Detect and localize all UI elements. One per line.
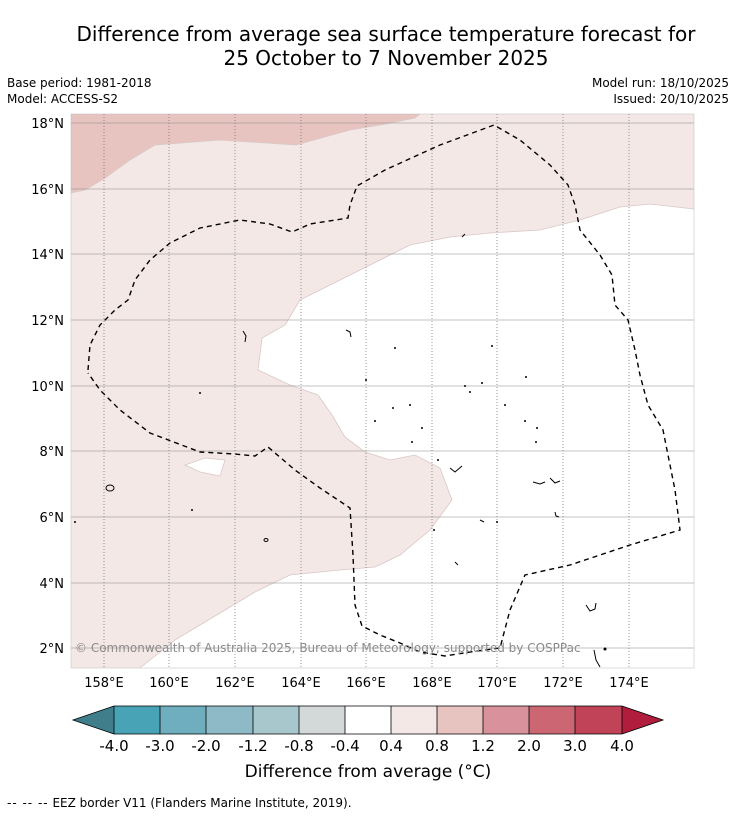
colorbar-bin [253, 706, 299, 734]
colorbar-bin [391, 706, 437, 734]
colorbar-bin [299, 706, 345, 734]
colorbar-tick: -3.0 [145, 737, 174, 755]
lon-tick: 164°E [281, 676, 321, 691]
eez-legend-dash: -- -- -- [7, 796, 49, 810]
title-line-2: 25 October to 7 November 2025 [223, 46, 549, 70]
meta-left: Base period: 1981-2018 Model: ACCESS-S2 [7, 75, 152, 107]
lon-tick: 170°E [477, 676, 517, 691]
colorbar-bin [437, 706, 483, 734]
colorbar-bin [206, 706, 253, 734]
colorbar-tick: -0.8 [284, 737, 313, 755]
title-line-1: Difference from average sea surface temp… [76, 22, 696, 46]
colorbar-tick: 0.4 [379, 737, 403, 755]
lat-gridlines [71, 122, 694, 649]
colorbar: -4.0 -3.0 -2.0 -1.2 -0.8 -0.4 0.4 0.8 1.… [71, 705, 665, 755]
colorbar-tick: 0.8 [425, 737, 449, 755]
islands [105, 233, 601, 668]
colorbar-tick: -0.4 [330, 737, 359, 755]
anomaly-region-0.8-1.2 [71, 114, 420, 193]
lon-axis: 158°E 160°E 162°E 164°E 166°E 168°E 170°… [84, 676, 649, 691]
lat-tick: 8°N [40, 445, 65, 460]
lat-tick: 14°N [31, 248, 64, 263]
contour-line-0.4 [139, 203, 695, 669]
colorbar-outline [71, 705, 665, 735]
lat-tick: 10°N [31, 380, 64, 395]
lon-tick: 172°E [543, 676, 583, 691]
colorbar-tick: -2.0 [191, 737, 220, 755]
eez-legend-text: EEZ border V11 (Flanders Marine Institut… [52, 796, 352, 810]
colorbar-bin [73, 706, 114, 734]
eez-border [87, 124, 681, 657]
colorbar-tick: -4.0 [99, 737, 128, 755]
lat-tick: 2°N [40, 642, 65, 657]
map-frame [70, 113, 695, 669]
map-title: Difference from average sea surface temp… [0, 22, 736, 70]
lat-tick: 16°N [31, 183, 64, 198]
colorbar-tick: 1.2 [471, 737, 495, 755]
lon-tick: 168°E [412, 676, 452, 691]
lat-tick: 12°N [31, 314, 64, 329]
lat-tick: 18°N [31, 117, 64, 132]
eez-legend: -- -- -- EEZ border V11 (Flanders Marine… [7, 796, 352, 810]
issued-date: Issued: 20/10/2025 [613, 92, 729, 106]
neutral-patch [183, 457, 226, 477]
colorbar-bin [575, 706, 622, 734]
meta-right: Model run: 18/10/2025 Issued: 20/10/2025 [592, 75, 729, 107]
lon-tick: 166°E [346, 676, 386, 691]
lon-tick: 174°E [609, 676, 649, 691]
lon-gridlines [103, 114, 630, 668]
colorbar-bin [160, 706, 206, 734]
lon-tick: 158°E [84, 676, 124, 691]
base-period: Base period: 1981-2018 [7, 76, 152, 90]
colorbar-bin [529, 706, 575, 734]
contour-line-0.8 [70, 113, 421, 194]
lat-axis: 18°N 16°N 14°N 12°N 10°N 8°N 6°N 4°N 2°N [31, 117, 64, 657]
forecast-map: 18°N 16°N 14°N 12°N 10°N 8°N 6°N 4°N 2°N… [31, 113, 695, 755]
colorbar-bin [114, 706, 160, 734]
colorbar-bin [622, 706, 663, 734]
island-dots [74, 345, 607, 651]
model-name: Model: ACCESS-S2 [7, 92, 119, 106]
colorbar-label: Difference from average (°C) [244, 762, 492, 782]
colorbar-tick: 3.0 [563, 737, 587, 755]
colorbar-bin [345, 706, 391, 734]
lat-tick: 6°N [40, 511, 65, 526]
model-run: Model run: 18/10/2025 [591, 76, 729, 90]
colorbar-bin [483, 706, 529, 734]
lat-tick: 4°N [40, 577, 65, 592]
colorbar-tick: 2.0 [517, 737, 541, 755]
copyright-notice: © Commonwealth of Australia 2025, Bureau… [75, 641, 581, 655]
lon-tick: 160°E [149, 676, 189, 691]
lon-tick: 162°E [215, 676, 255, 691]
colorbar-tick: 4.0 [610, 737, 634, 755]
colorbar-tick: -1.2 [238, 737, 267, 755]
